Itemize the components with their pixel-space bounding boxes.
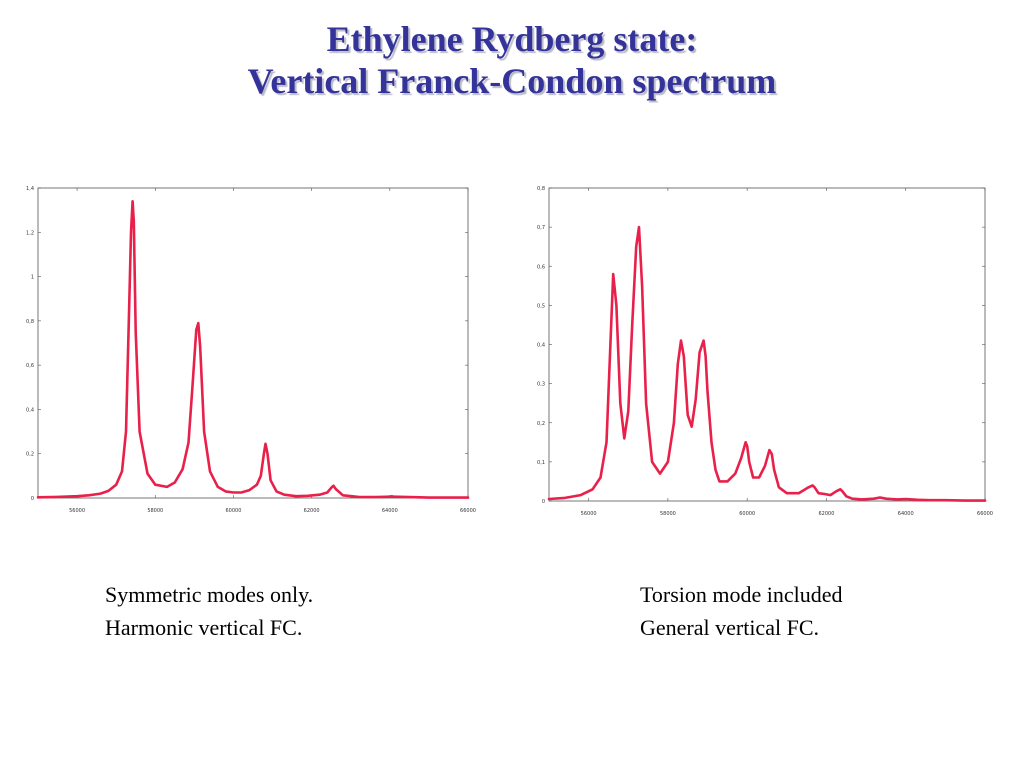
y-tick-label: 0,5 <box>537 303 545 309</box>
caption-left: Symmetric modes only. Harmonic vertical … <box>105 578 313 644</box>
chart-torsion-mode: 0 0,1 0,2 0,3 0,4 0,5 0,6 0,7 0,8 56000 58000 60000… <box>512 178 1024 548</box>
x-tick-label: 66000 <box>460 508 476 514</box>
y-tick-label: 1 <box>31 275 34 281</box>
y-tick-label: 0,7 <box>537 225 545 231</box>
caption-left-line2: Harmonic vertical FC. <box>105 615 303 640</box>
y-tick-label: 0,1 <box>537 460 545 466</box>
slide-title: Ethylene Rydberg state: Vertical Franck-… <box>0 18 1024 102</box>
caption-right-line1: Torsion mode included <box>640 582 843 607</box>
caption-left-line1: Symmetric modes only. <box>105 582 314 607</box>
x-tick-label: 56000 <box>581 511 597 517</box>
y-tick-label: 0,2 <box>26 452 34 458</box>
y-tick-label: 0,8 <box>537 186 545 192</box>
x-tick-label: 58000 <box>660 511 676 517</box>
y-tick-label: 0,4 <box>537 343 545 349</box>
x-tick-label: 58000 <box>147 508 163 514</box>
caption-right: Torsion mode included General vertical F… <box>640 578 843 644</box>
y-tick-label: 0 <box>31 496 34 502</box>
y-tick-label: 0 <box>542 499 545 505</box>
spectrum-line <box>547 225 987 502</box>
x-tick-label: 62000 <box>819 511 835 517</box>
x-tick-label: 56000 <box>69 508 85 514</box>
x-tick-label: 60000 <box>226 508 242 514</box>
y-tick-label: 0,3 <box>537 382 545 388</box>
slide-title-line1: Ethylene Rydberg state: <box>326 19 698 59</box>
x-tick-label: 62000 <box>304 508 320 514</box>
x-tick-label: 64000 <box>382 508 398 514</box>
plot-frame <box>37 187 469 499</box>
y-tick-label: 1,4 <box>26 186 34 192</box>
x-tick-label: 64000 <box>898 511 914 517</box>
chart-symmetric-modes: 0 0,2 0,4 0,6 0,8 1 1,2 1,4 56000 58000 60000 62000… <box>0 178 512 548</box>
y-tick-label: 1,2 <box>26 230 34 236</box>
chart-symmetric-modes-svg: 0 0,2 0,4 0,6 0,8 1 1,2 1,4 56000 58000 60000 62000… <box>26 186 476 514</box>
y-tick-label: 0,2 <box>537 421 545 427</box>
y-tick-label: 0,4 <box>26 407 34 413</box>
slide-title-line2: Vertical Franck-Condon spectrum <box>247 61 777 101</box>
x-tick-label: 60000 <box>739 511 755 517</box>
y-tick-label: 0,8 <box>26 319 34 325</box>
y-tick-label: 0,6 <box>26 363 34 369</box>
caption-right-line2: General vertical FC. <box>640 615 819 640</box>
chart-torsion-mode-svg: 0 0,1 0,2 0,3 0,4 0,5 0,6 0,7 0,8 56000 58000 60000… <box>537 186 993 517</box>
y-tick-label: 0,6 <box>537 264 545 270</box>
spectrum-line <box>36 199 470 499</box>
x-tick-label: 66000 <box>977 511 993 517</box>
